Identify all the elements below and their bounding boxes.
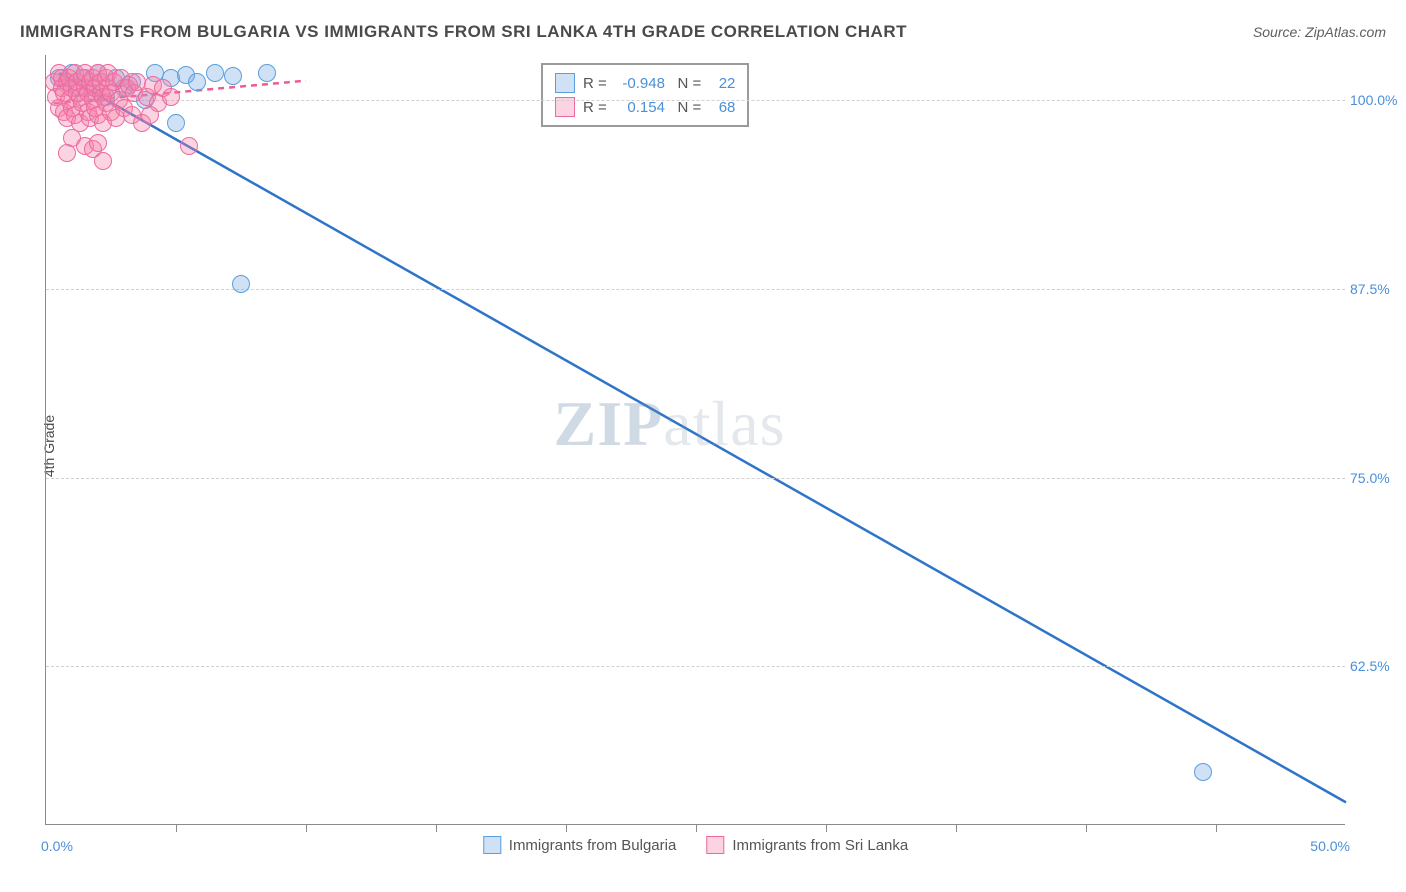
scatter-point	[89, 134, 107, 152]
scatter-point	[224, 67, 242, 85]
x-tick-mark	[176, 824, 177, 832]
grid-line	[46, 100, 1345, 101]
x-axis-max-label: 50.0%	[1310, 838, 1350, 854]
y-tick-label: 62.5%	[1350, 658, 1405, 674]
chart-title: IMMIGRANTS FROM BULGARIA VS IMMIGRANTS F…	[20, 22, 907, 42]
legend-swatch	[706, 836, 724, 854]
scatter-point	[188, 73, 206, 91]
grid-line	[46, 478, 1345, 479]
x-tick-mark	[826, 824, 827, 832]
source-label: Source: ZipAtlas.com	[1253, 24, 1386, 40]
trend-line	[59, 73, 1346, 802]
series-legend-label: Immigrants from Bulgaria	[509, 837, 677, 854]
x-tick-mark	[696, 824, 697, 832]
legend-stats: R = -0.948 N = 22	[583, 75, 735, 92]
legend-swatch	[555, 73, 575, 93]
x-tick-mark	[1086, 824, 1087, 832]
x-tick-mark	[1216, 824, 1217, 832]
series-legend: Immigrants from Bulgaria Immigrants from …	[483, 836, 908, 854]
correlation-legend: R = -0.948 N = 22 R = 0.154 N = 68	[541, 63, 749, 127]
x-tick-mark	[566, 824, 567, 832]
scatter-point	[94, 152, 112, 170]
trend-lines-svg	[46, 55, 1345, 824]
x-tick-mark	[306, 824, 307, 832]
y-tick-label: 87.5%	[1350, 281, 1405, 297]
scatter-point	[167, 114, 185, 132]
grid-line	[46, 666, 1345, 667]
x-axis-min-label: 0.0%	[41, 838, 73, 854]
series-legend-item: Immigrants from Sri Lanka	[706, 836, 908, 854]
y-tick-label: 75.0%	[1350, 470, 1405, 486]
scatter-point	[232, 275, 250, 293]
scatter-point	[58, 144, 76, 162]
scatter-point	[206, 64, 224, 82]
legend-row: R = -0.948 N = 22	[555, 71, 735, 95]
scatter-point	[180, 137, 198, 155]
scatter-point	[258, 64, 276, 82]
x-tick-mark	[956, 824, 957, 832]
legend-swatch	[483, 836, 501, 854]
x-tick-mark	[436, 824, 437, 832]
scatter-point	[1194, 763, 1212, 781]
series-legend-item: Immigrants from Bulgaria	[483, 836, 677, 854]
scatter-point	[162, 88, 180, 106]
watermark-zip: ZIP	[554, 388, 664, 459]
watermark: ZIPatlas	[554, 387, 786, 461]
watermark-atlas: atlas	[663, 388, 785, 459]
plot-area: ZIPatlas R = -0.948 N = 22 R = 0.154 N = …	[45, 55, 1345, 825]
scatter-point	[141, 106, 159, 124]
series-legend-label: Immigrants from Sri Lanka	[732, 837, 908, 854]
legend-row: R = 0.154 N = 68	[555, 95, 735, 119]
y-tick-label: 100.0%	[1350, 92, 1405, 108]
